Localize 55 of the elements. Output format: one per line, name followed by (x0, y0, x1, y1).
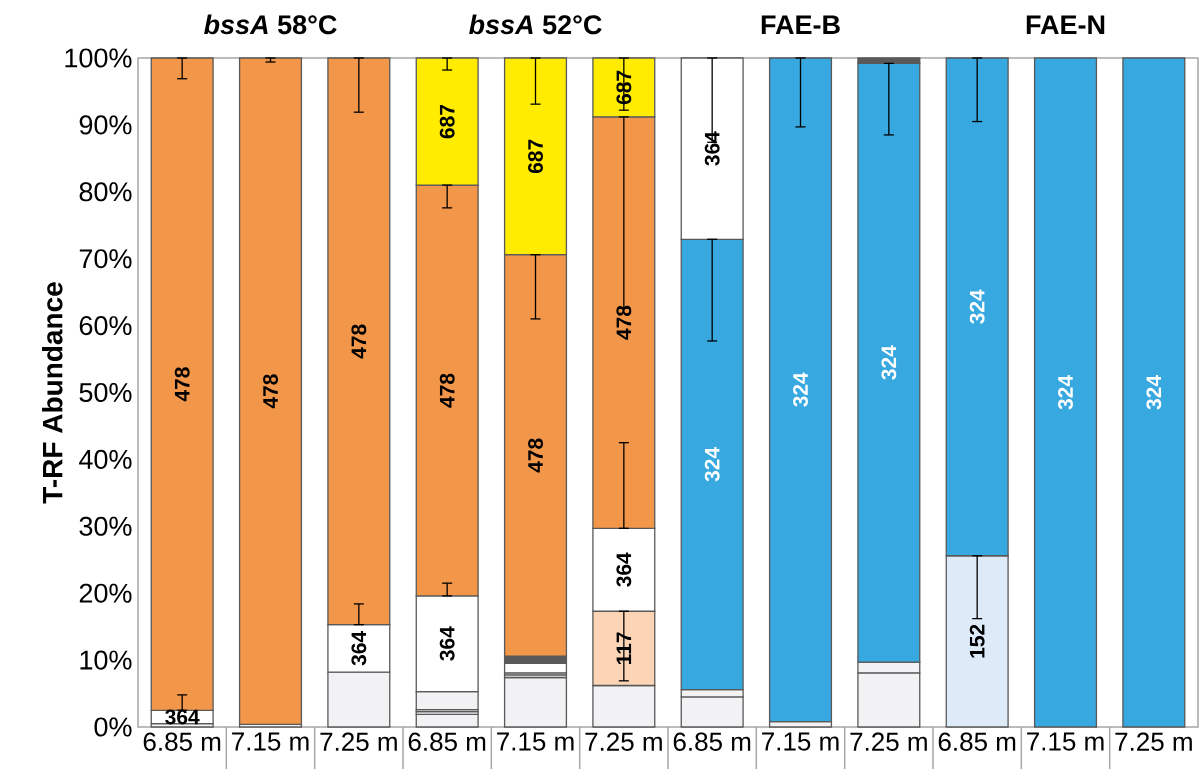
text: 364 (439, 626, 455, 661)
text: 324 (1058, 375, 1073, 410)
text: 687 (528, 139, 543, 174)
y-tick-label: 10% (80, 650, 132, 670)
bar (238, 57, 303, 725)
text: 324 (1146, 375, 1162, 410)
y-tick-label: 70% (79, 249, 132, 269)
x-tick-label: 6.85 m (673, 732, 751, 751)
text: 324 (969, 289, 985, 324)
text: 478 (351, 324, 367, 359)
x-tick-label: 7.25 m (320, 732, 397, 751)
series-label: 478 (528, 438, 543, 473)
y-tick-label: 40% (79, 449, 132, 469)
x-tick-label: 6.85 m (143, 732, 221, 751)
text: 478 (439, 373, 455, 408)
x-tick-label: 6.85 m (938, 732, 1016, 751)
x-tick-label: 7.25 m (585, 732, 662, 751)
text: FAE-N (1026, 15, 1105, 34)
bar (1033, 57, 1098, 728)
text: 687 (439, 104, 455, 139)
text: 364 (351, 631, 367, 666)
x-tick-label: 7.25 m (850, 732, 927, 751)
y-tick-label: 50% (79, 382, 132, 403)
x-tick-label: 6.85 m (408, 732, 486, 751)
y-tick-label: 0% (94, 717, 132, 737)
text: 364 (616, 552, 632, 587)
series-label: 364 (165, 709, 200, 725)
x-tick-label: 7.25 m (1115, 732, 1192, 751)
series-label: 117 (616, 632, 632, 665)
x-tick-label: 7.15 m (762, 732, 839, 751)
series-label: 687 (616, 70, 632, 105)
y-tick-label: 30% (79, 516, 132, 536)
bar (1122, 57, 1186, 728)
text: 478 (174, 367, 190, 402)
text: FAE-B (761, 15, 840, 34)
text: 324 (881, 345, 897, 380)
bar (503, 676, 568, 728)
text: 364 (704, 131, 720, 166)
y-tick-label: 80% (79, 182, 132, 202)
x-tick-label: 7.15 m (497, 732, 574, 751)
text: bssA 58°C (204, 14, 337, 35)
x-tick-label: 7.15 m (1027, 732, 1104, 751)
y-tick-label: 60% (79, 316, 132, 336)
series-label: 324 (704, 447, 720, 482)
bar (415, 713, 479, 728)
text: 478 (616, 305, 632, 340)
text: 324 (793, 372, 808, 407)
series-label: 152 (969, 624, 985, 658)
y-tick-label: 100% (65, 48, 132, 68)
y-tick-label: 20% (79, 583, 132, 603)
y-axis-title: T-RF Abundance (42, 282, 63, 504)
y-tick-label: 90% (79, 115, 132, 135)
text: 478 (263, 374, 278, 409)
x-tick-label: 7.15 m (232, 732, 309, 751)
text: bssA 52°C (469, 14, 602, 35)
